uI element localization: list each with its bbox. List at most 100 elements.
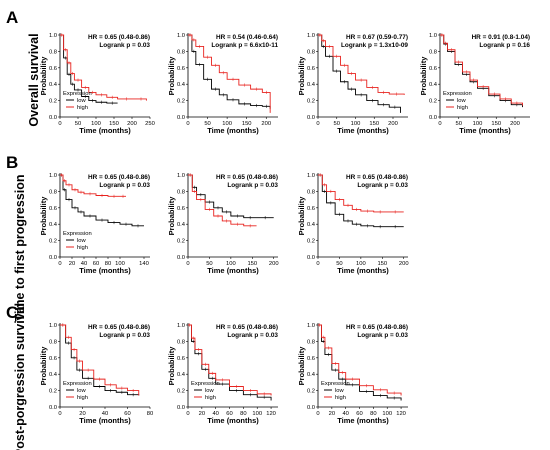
y-tick-label: 0.2 xyxy=(307,389,315,395)
hazard-ratio-label: HR = 0.65 (0.48-0.86) xyxy=(346,174,408,181)
legend-item-low: low xyxy=(77,388,87,394)
x-tick-label: 40 xyxy=(102,411,108,417)
x-tick-label: 80 xyxy=(105,261,111,267)
y-tick-label: 0.0 xyxy=(307,255,315,261)
km-curve-low xyxy=(318,174,404,228)
y-axis-label: Probability xyxy=(297,56,306,96)
km-curve-high xyxy=(60,174,126,197)
x-tick-label: 150 xyxy=(109,121,119,127)
x-axis-label: Time (months) xyxy=(79,416,131,425)
y-tick-label: 0.4 xyxy=(429,82,438,88)
y-tick-label: 0.0 xyxy=(49,115,57,121)
y-tick-label: 1.0 xyxy=(49,33,57,39)
legend-item-high: high xyxy=(457,105,468,111)
legend-item-low: low xyxy=(457,98,467,104)
km-plot-b-1: 0.0 0.2 0.4 0.6 0.8 1.0 0 20 40 60 80 100 140 Time (m… xyxy=(39,173,150,275)
km-curve-high xyxy=(188,34,271,113)
y-tick-label: 0.4 xyxy=(49,372,58,378)
y-tick-label: 0.2 xyxy=(429,99,437,105)
x-tick-label: 100 xyxy=(473,121,483,127)
x-tick-label: 250 xyxy=(145,121,155,127)
x-tick-label: 60 xyxy=(124,411,130,417)
x-tick-label: 0 xyxy=(186,121,189,127)
y-tick-label: 0.0 xyxy=(177,405,185,411)
hazard-ratio-label: HR = 0.65 (0.48-0.86) xyxy=(216,324,278,331)
x-tick-label: 60 xyxy=(356,411,362,417)
y-axis-label: Probability xyxy=(419,56,428,96)
x-tick-label: 20 xyxy=(69,261,75,267)
x-tick-label: 40 xyxy=(212,411,218,417)
x-tick-label: 60 xyxy=(226,411,232,417)
x-tick-label: 80 xyxy=(147,411,153,417)
x-axis-label: Time (months) xyxy=(337,266,389,275)
hazard-ratio-label: HR = 0.65 (0.48-0.86) xyxy=(88,34,150,41)
legend-title: Expression xyxy=(63,231,92,237)
y-axis-label: Probability xyxy=(297,346,306,386)
logrank-p-label: Logrank p = 0.03 xyxy=(99,182,150,189)
y-tick-label: 0.2 xyxy=(177,239,185,245)
y-tick-label: 0.4 xyxy=(307,372,316,378)
panel-letter-c: C xyxy=(6,303,18,322)
y-tick-label: 1.0 xyxy=(429,33,437,39)
km-plot-c-3: 0.0 0.2 0.4 0.6 0.8 1.0 0 20 40 60 80 100 120 Time (m… xyxy=(297,323,408,425)
x-tick-label: 100 xyxy=(382,411,392,417)
legend-item-high: high xyxy=(205,395,216,401)
x-tick-label: 0 xyxy=(316,261,319,267)
x-axis-label: Time (months) xyxy=(207,126,259,135)
logrank-p-label: Logrank p = 6.6x10-11 xyxy=(211,42,278,49)
y-tick-label: 0.0 xyxy=(177,255,185,261)
y-tick-label: 0.4 xyxy=(307,222,316,228)
x-axis-label: Time (months) xyxy=(337,126,389,135)
y-tick-label: 1.0 xyxy=(177,173,185,179)
y-tick-label: 1.0 xyxy=(307,33,315,39)
y-tick-label: 0.6 xyxy=(307,66,315,72)
y-tick-label: 0.0 xyxy=(429,115,437,121)
x-tick-label: 0 xyxy=(316,411,319,417)
x-tick-label: 0 xyxy=(58,121,61,127)
km-curve-high xyxy=(188,324,272,396)
panel-letter-a: A xyxy=(6,8,18,27)
x-tick-label: 60 xyxy=(93,261,99,267)
km-curve-high xyxy=(318,324,402,396)
y-tick-label: 1.0 xyxy=(49,173,57,179)
hazard-ratio-label: HR = 0.54 (0.46-0.64) xyxy=(216,34,278,41)
x-tick-label: 0 xyxy=(186,411,189,417)
km-curve-low xyxy=(60,174,144,227)
x-tick-label: 200 xyxy=(388,121,398,127)
x-axis-label: Time (months) xyxy=(79,126,131,135)
y-tick-label: 0.6 xyxy=(307,356,315,362)
y-tick-label: 0.8 xyxy=(307,339,315,345)
y-tick-label: 0.2 xyxy=(49,239,57,245)
legend-item-high: high xyxy=(77,245,88,251)
y-axis-label: Probability xyxy=(39,196,48,236)
x-tick-label: 50 xyxy=(75,121,81,127)
y-tick-label: 0.4 xyxy=(177,222,186,228)
x-tick-label: 200 xyxy=(261,121,271,127)
y-tick-label: 1.0 xyxy=(307,173,315,179)
y-tick-label: 0.8 xyxy=(49,49,57,55)
y-tick-label: 0.2 xyxy=(49,389,57,395)
x-tick-label: 50 xyxy=(456,121,462,127)
legend-title: Expression xyxy=(63,91,92,97)
legend-item-low: low xyxy=(205,388,215,394)
legend-title: Expression xyxy=(63,381,92,387)
logrank-p-label: Logrank p = 1.3x10-09 xyxy=(341,42,408,49)
y-tick-label: 0.6 xyxy=(429,66,437,72)
x-tick-label: 20 xyxy=(79,411,85,417)
x-tick-label: 100 xyxy=(252,411,262,417)
x-tick-label: 20 xyxy=(199,411,205,417)
x-tick-label: 50 xyxy=(206,261,212,267)
x-tick-label: 0 xyxy=(438,121,441,127)
logrank-p-label: Logrank p = 0.03 xyxy=(357,332,408,339)
y-tick-label: 0.4 xyxy=(177,372,186,378)
x-tick-label: 200 xyxy=(269,261,279,267)
x-tick-label: 20 xyxy=(329,411,335,417)
x-tick-label: 80 xyxy=(370,411,376,417)
km-curve-low xyxy=(188,174,274,219)
x-tick-label: 150 xyxy=(369,121,379,127)
km-curve-high xyxy=(60,324,140,396)
y-tick-label: 0.0 xyxy=(49,255,57,261)
